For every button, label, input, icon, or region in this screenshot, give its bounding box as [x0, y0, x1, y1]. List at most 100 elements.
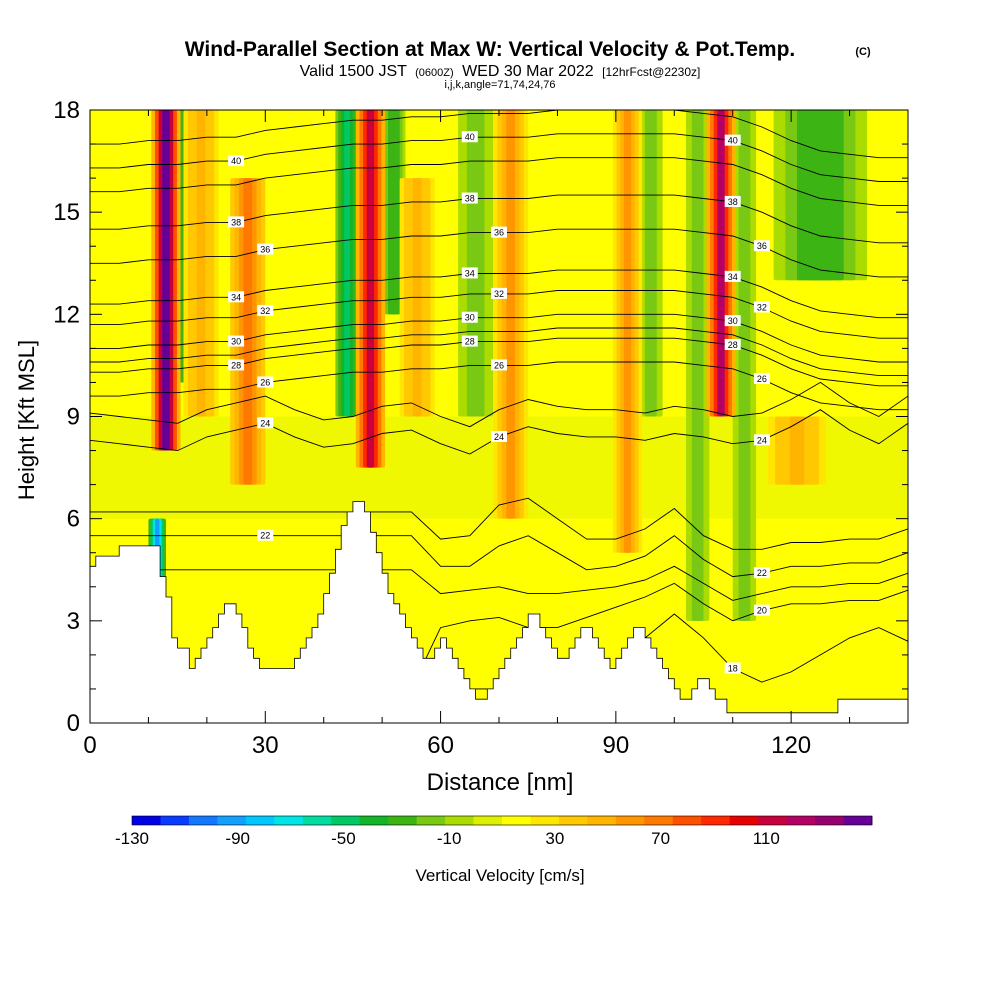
contour-label: 40: [465, 132, 475, 142]
theta-contour-line: [90, 381, 908, 428]
y-tick-label: 15: [53, 199, 80, 226]
subtitle-date: WED 30 Mar 2022: [462, 63, 594, 80]
colorbar-tick-label: -90: [225, 829, 250, 848]
subtitle-utc: (0600Z): [415, 67, 454, 79]
colorbar-swatch: [587, 816, 617, 825]
y-axis-label: Height [Kft MSL]: [14, 340, 39, 500]
contour-label-box: [724, 134, 741, 146]
contour-label: 36: [260, 245, 270, 255]
updraft-column: [767, 416, 827, 485]
contour-label-box: [724, 270, 741, 282]
contour-label: 20: [757, 606, 767, 616]
y-tick-label: 18: [53, 97, 80, 124]
contour-label: 26: [494, 360, 504, 370]
updraft-column: [230, 178, 266, 485]
contour-label: 30: [728, 316, 738, 326]
downdraft-shade: [694, 110, 701, 621]
colorbar-swatch: [729, 816, 759, 825]
downdraft-shade: [647, 110, 654, 417]
contour-label: 28: [728, 340, 738, 350]
y-tick-label: 9: [67, 404, 80, 431]
contour-label: 24: [260, 418, 270, 428]
colorbar-swatch: [843, 816, 873, 825]
colorbar-tick-label: -50: [331, 829, 356, 848]
contour-label: 22: [260, 531, 270, 541]
contour-label-box: [257, 417, 274, 429]
contour-label-box: [753, 567, 770, 579]
contour-label: 32: [494, 289, 504, 299]
updraft-column: [706, 110, 736, 417]
contour-label-box: [228, 335, 245, 347]
colorbar-swatch: [558, 816, 588, 825]
colorbar-frame: [131, 815, 873, 826]
downdraft-column: [382, 110, 406, 315]
contour-label-box: [461, 131, 478, 143]
colorbar-swatch: [502, 816, 531, 825]
theta-contour-line: [90, 133, 908, 182]
contour-label: 40: [728, 136, 738, 146]
subtitle-fcst: [12hrFcst@2230z]: [602, 65, 700, 79]
contour-label-box: [257, 304, 274, 316]
contour-label: 34: [231, 292, 241, 302]
updraft-column: [355, 110, 386, 468]
contour-label: 28: [231, 360, 241, 370]
contour-label-box: [228, 359, 245, 371]
colorbar-tick-label: 70: [651, 829, 670, 848]
updraft-shade: [717, 110, 725, 417]
colorbar-swatch: [274, 816, 304, 825]
contour-label-box: [753, 301, 770, 313]
contour-label: 24: [757, 435, 767, 445]
contour-label-box: [228, 155, 245, 167]
contour-label: 18: [728, 664, 738, 674]
contour-label: 32: [260, 306, 270, 316]
colorbar-swatch: [245, 816, 275, 825]
contour-label: 24: [494, 432, 504, 442]
colorbar-swatch: [815, 816, 844, 825]
contour-label-box: [724, 338, 741, 350]
colorbar-swatch: [416, 816, 446, 825]
y-tick-label: 6: [67, 506, 80, 533]
contour-label-box: [461, 267, 478, 279]
theta-contour-line: [90, 337, 908, 387]
contour-label-box: [491, 430, 507, 442]
contour-label-box: [491, 226, 507, 238]
downdraft-shade: [471, 110, 481, 417]
subtitle-valid: Valid 1500 JST: [300, 63, 408, 80]
theta-contour-line: [90, 194, 908, 244]
updraft-shade: [789, 416, 805, 485]
updraft-shade: [196, 110, 206, 417]
theta-contour-line: [90, 313, 908, 363]
contour-label: 38: [728, 197, 738, 207]
theta-contour-line: [90, 535, 908, 578]
downdraft-column: [639, 110, 663, 417]
updraft-shade: [366, 110, 375, 468]
contour-label: 38: [465, 194, 475, 204]
colorbar-swatch: [388, 816, 418, 825]
x-tick-label: 60: [427, 732, 454, 759]
x-tick-label: 120: [771, 732, 811, 759]
downdraft-shade: [741, 110, 748, 621]
theta-contour-line: [90, 327, 908, 377]
colorbar-swatch: [445, 816, 474, 825]
colorbar-swatch: [331, 816, 361, 825]
contour-label-box: [491, 359, 507, 371]
colorbar-tick-label: -130: [115, 829, 149, 848]
updraft-shade: [506, 110, 516, 519]
x-axis-label: Distance [nm]: [427, 769, 574, 796]
updraft-column: [612, 110, 643, 553]
colorbar-swatch: [217, 816, 247, 825]
colorbar-swatch: [672, 816, 702, 825]
colorbar-swatch: [473, 816, 503, 825]
colorbar-tick-label: 30: [545, 829, 564, 848]
colorbar-tick-label: -10: [437, 829, 462, 848]
contour-label: 22: [757, 568, 767, 578]
downdraft-column: [458, 110, 494, 417]
downdraft-column: [335, 110, 359, 417]
colorbar-swatch: [615, 816, 645, 825]
contour-label-box: [753, 434, 770, 446]
x-tick-label: 90: [603, 732, 630, 759]
contour-label: 36: [757, 241, 767, 251]
theta-contour-labels: 18 20 22 22 24 24 24 26 26 26 28 28 28 30 30 30 32 32 32 34…: [228, 131, 770, 674]
